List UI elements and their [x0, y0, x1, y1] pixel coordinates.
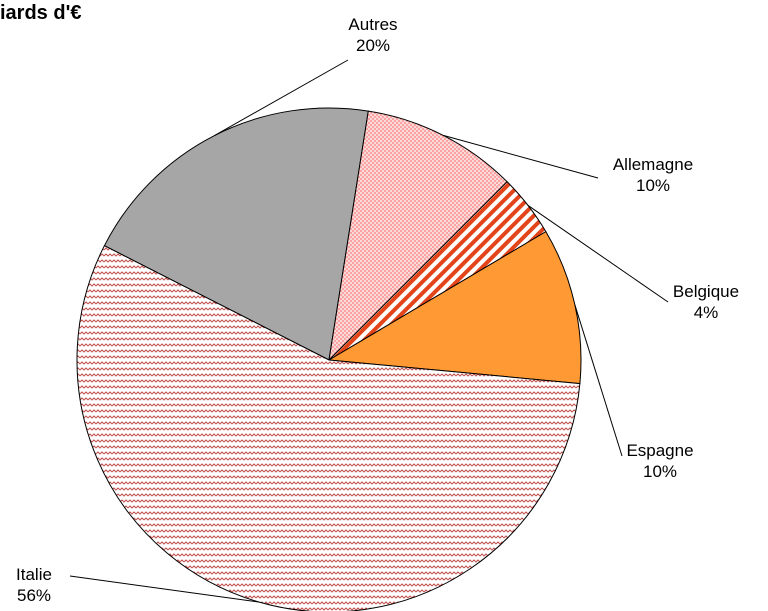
slice-label-espagne: Espagne [626, 441, 693, 460]
slice-label-belgique: Belgique [673, 282, 739, 301]
pie-slice-autres [103, 107, 369, 361]
slice-label-italie: Italie [16, 565, 52, 584]
slice-value-autres: 20% [356, 36, 390, 55]
pie-slice-italie [76, 245, 581, 611]
leader-line-allemagne [443, 134, 599, 179]
slice-value-espagne: 10% [643, 462, 677, 481]
leader-line-belgique [527, 205, 669, 303]
slice-label-autres: Autres [348, 15, 397, 34]
leader-line-espagne [574, 304, 623, 457]
slice-value-allemagne: 10% [636, 176, 670, 195]
slice-value-belgique: 4% [694, 303, 719, 322]
slice-label-allemagne: Allemagne [613, 155, 693, 174]
leader-line-autres [214, 59, 349, 136]
slice-value-italie: 56% [17, 586, 51, 605]
leader-line-italie [69, 575, 259, 603]
pie-slice-allemagne [328, 110, 508, 362]
chart-title: iards d'€ [0, 2, 82, 24]
